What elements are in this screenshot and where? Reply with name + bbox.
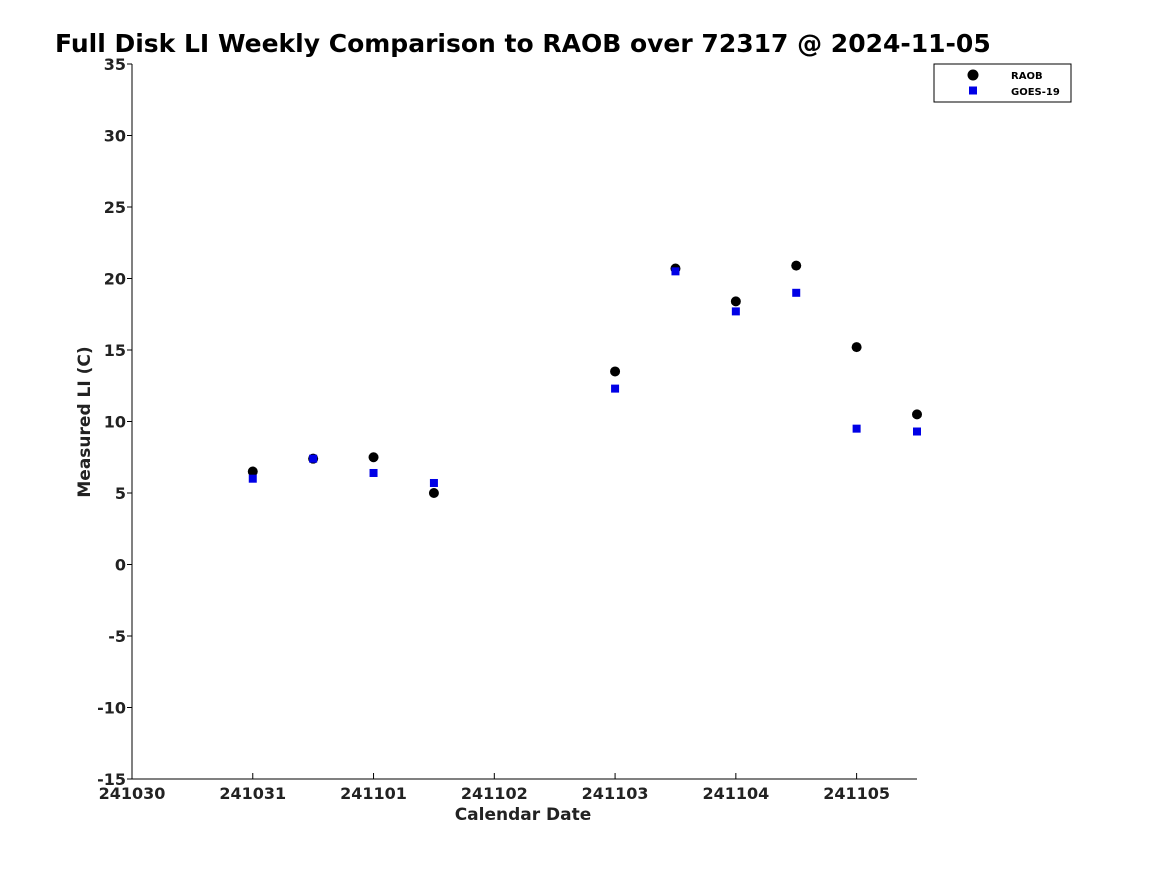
y-tick-label: 20 — [104, 270, 126, 289]
legend-raob-label: RAOB — [1011, 71, 1043, 82]
y-tick-label: -15 — [97, 770, 126, 789]
raob-point — [247, 466, 258, 477]
y-tick-label: 30 — [104, 127, 126, 146]
legend-goes-label: GOES-19 — [1011, 87, 1060, 98]
y-tick-label: 15 — [104, 341, 126, 360]
x-tick-label: 241105 — [823, 784, 890, 803]
goes-19-point — [248, 474, 257, 483]
y-tick-label: 35 — [104, 55, 126, 74]
y-axis-label: Measured LI (C) — [75, 346, 95, 497]
y-tick-label: 0 — [115, 556, 126, 575]
goes-19-point — [792, 288, 801, 297]
data-points — [247, 260, 922, 498]
y-tick-label: -10 — [97, 699, 126, 718]
goes-19-point — [429, 478, 438, 487]
raob-point — [368, 452, 379, 463]
legend: RAOB GOES-19 — [933, 63, 1072, 103]
x-axis-ticks: 241030 241031 241101 241102 241103 241104 2411… — [99, 773, 890, 803]
goes-19-point — [611, 384, 620, 393]
x-tick-label: 241031 — [219, 784, 286, 803]
raob-point — [730, 296, 741, 307]
x-tick-label: 241103 — [582, 784, 649, 803]
goes-19-point — [309, 454, 318, 463]
goes-19-point — [671, 267, 680, 276]
chart-title: Full Disk LI Weekly Comparison to RAOB o… — [55, 29, 991, 58]
legend-raob-marker — [967, 69, 979, 81]
goes-19-point — [852, 424, 861, 433]
y-axis-ticks: 35 30 25 20 15 10 5 0 -5 -10 -15 — [97, 55, 132, 789]
y-tick-label: 10 — [104, 413, 126, 432]
goes-19-point — [731, 307, 740, 316]
legend-box — [933, 63, 1072, 103]
raob-point — [912, 409, 922, 420]
raob-point — [851, 342, 862, 353]
goes-19-point — [369, 468, 378, 477]
x-axis-label: Calendar Date — [455, 805, 592, 825]
x-tick-label: 241102 — [461, 784, 528, 803]
legend-goes-marker — [969, 86, 977, 95]
raob-point — [791, 260, 802, 271]
raob-point — [610, 366, 621, 377]
y-tick-label: 25 — [104, 198, 126, 217]
goes-19-point — [913, 427, 921, 436]
y-tick-label: 5 — [115, 484, 126, 503]
x-tick-label: 241101 — [340, 784, 407, 803]
x-tick-label: 241104 — [702, 784, 769, 803]
raob-point — [428, 488, 439, 498]
y-tick-label: -5 — [108, 627, 126, 646]
x-tick-label: 241030 — [99, 784, 166, 803]
